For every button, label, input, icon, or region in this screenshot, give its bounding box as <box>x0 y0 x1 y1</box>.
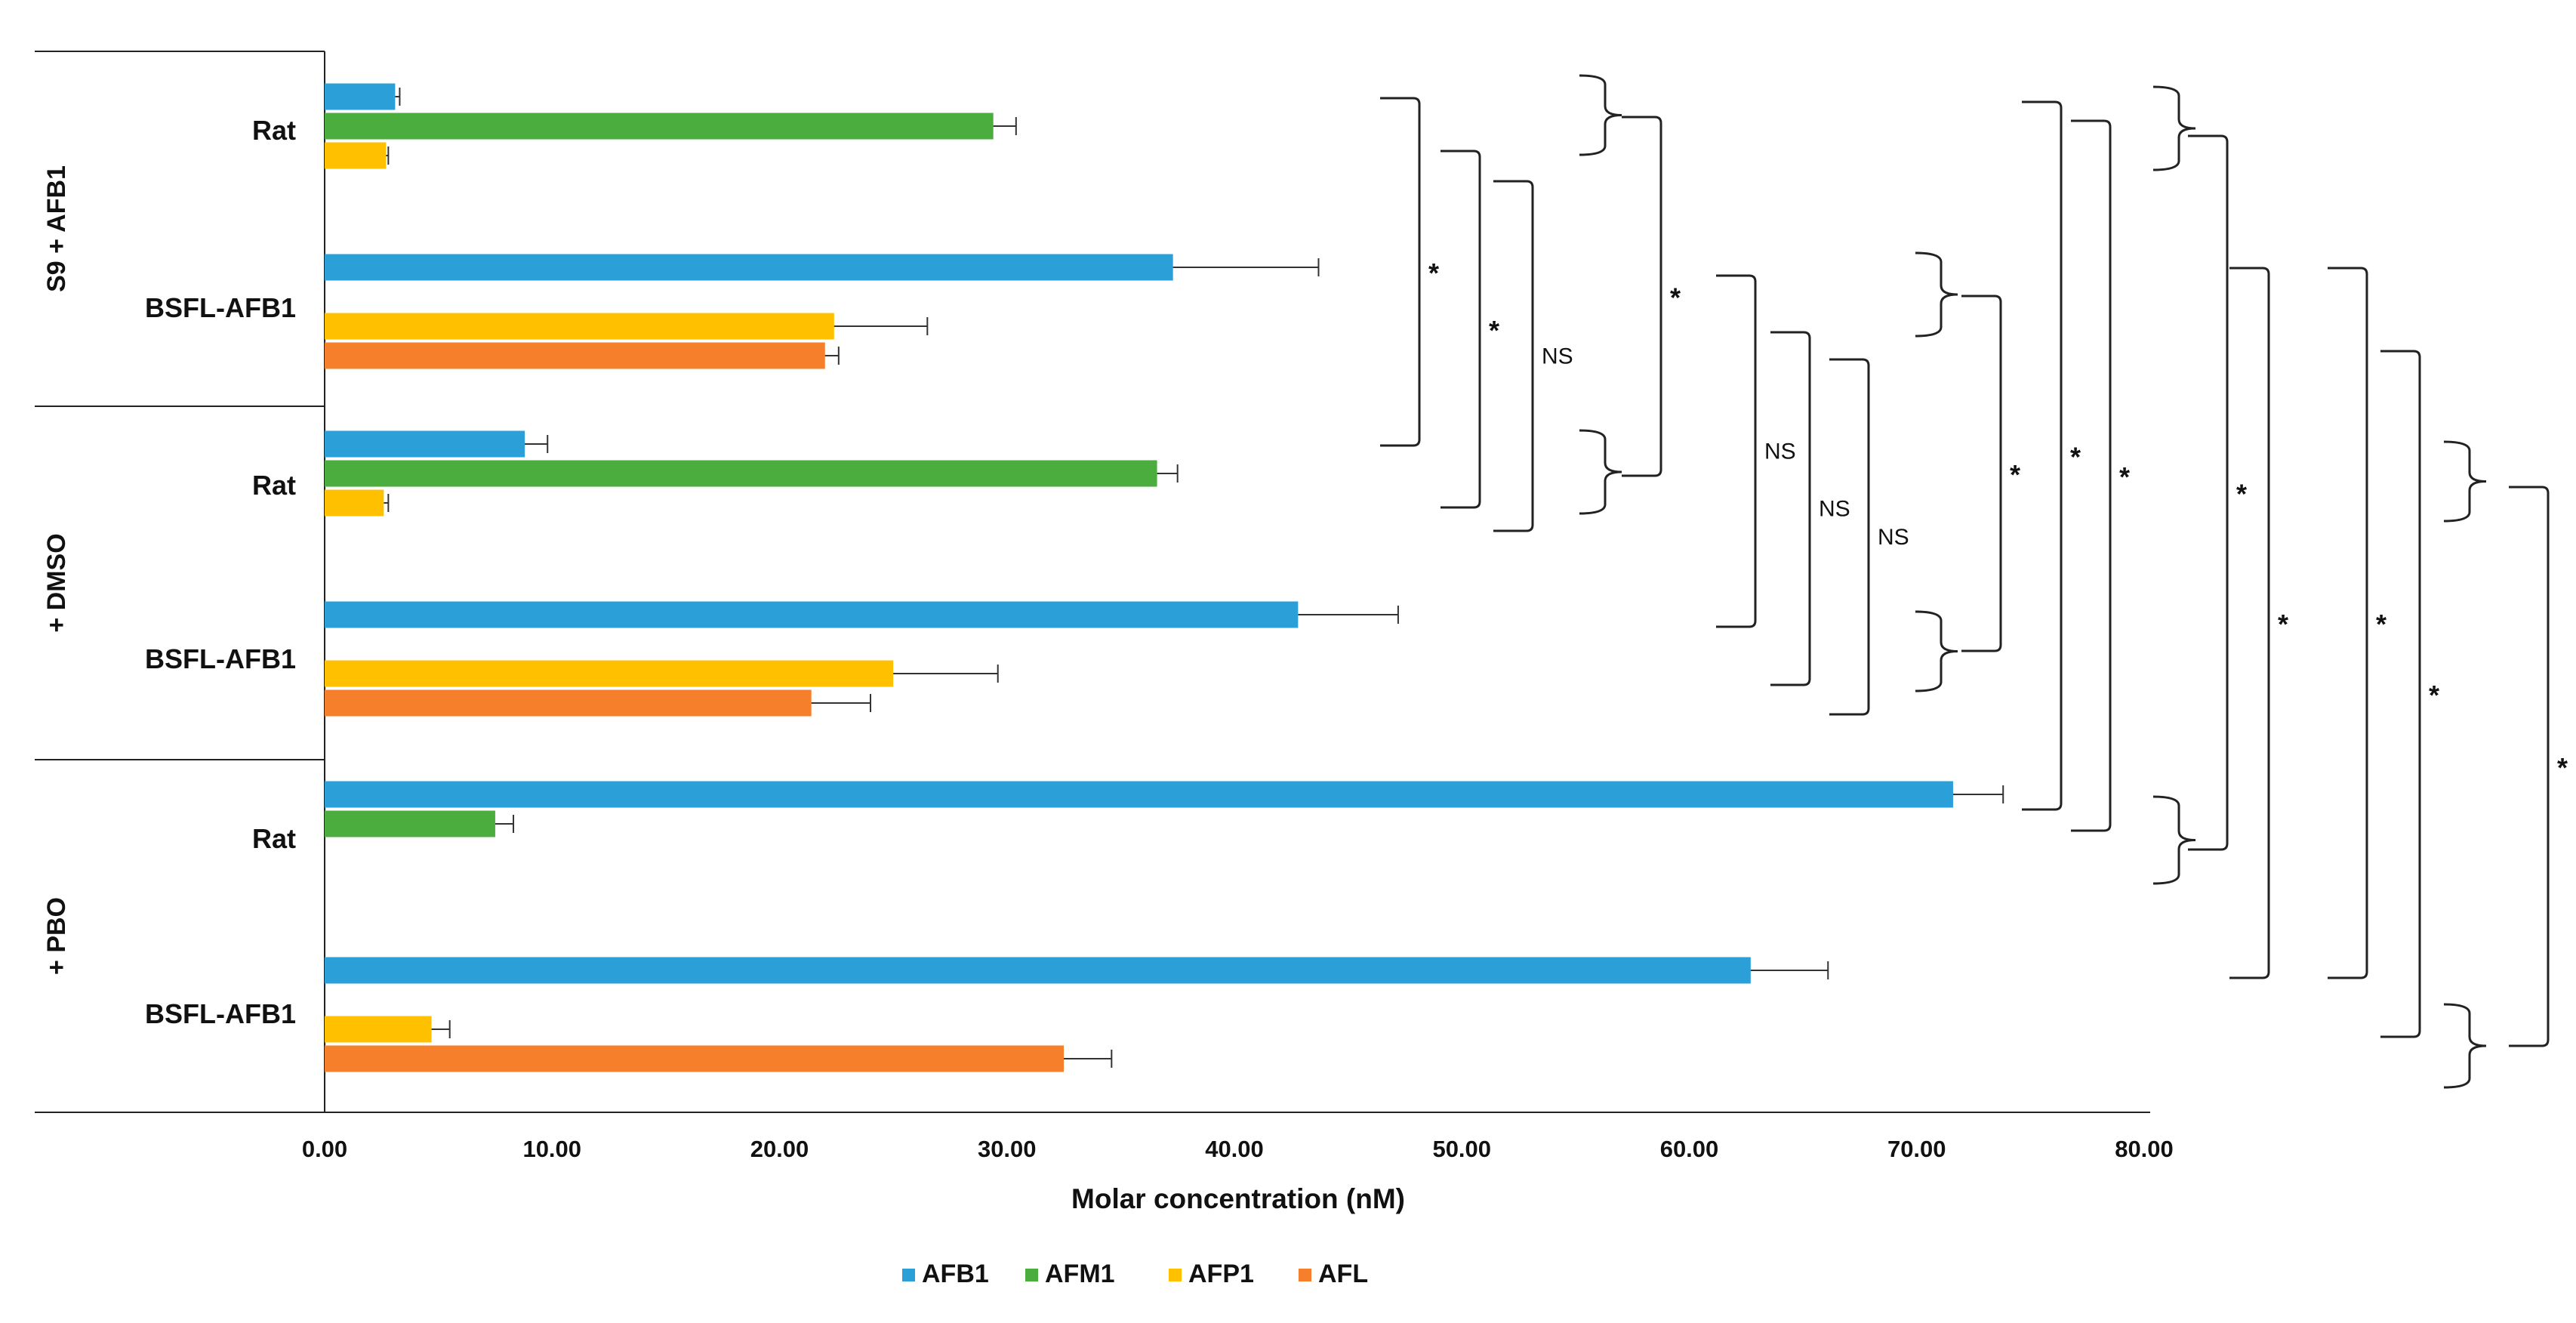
bar <box>325 313 834 340</box>
bar <box>325 489 384 517</box>
legend: AFB1 AFM1 AFP1 AFL <box>902 1260 1368 1288</box>
bar <box>325 660 894 687</box>
group-label: + PBO <box>42 897 71 975</box>
bar <box>325 781 1953 808</box>
curly-bracket <box>1579 74 1622 156</box>
significance-bracket <box>2022 100 2063 811</box>
curly-bracket <box>2443 1003 2487 1089</box>
significance-bracket <box>2071 119 2112 832</box>
significance-bracket <box>2509 486 2550 1047</box>
legend-swatch <box>1169 1269 1182 1281</box>
bar <box>325 342 825 369</box>
significance-label: * <box>2429 680 2439 711</box>
significance-label: * <box>2376 609 2386 640</box>
significance-label: NS <box>1819 497 1850 522</box>
bar <box>325 430 525 458</box>
significance-bracket <box>1770 331 1811 686</box>
significance-label: NS <box>1542 344 1573 369</box>
x-tick-label: 30.00 <box>978 1136 1037 1162</box>
significance-bracket <box>1829 358 1870 716</box>
significance-bracket <box>1380 97 1421 447</box>
group-panel: S9 + AFB1 Rat BSFL-AFB1 + DMSO Rat BSFL-AFB1 +… <box>35 51 2150 1113</box>
bar <box>325 460 1157 487</box>
curly-bracket <box>1915 251 1958 338</box>
significance-bracket <box>2188 134 2229 851</box>
curly-bracket <box>1915 610 1958 692</box>
x-axis: 0.00 10.00 20.00 30.00 40.00 50.00 60.00 70.00 8… <box>302 1136 2174 1162</box>
bar <box>325 254 1173 281</box>
bar <box>325 113 994 140</box>
significance-label: * <box>2119 461 2130 492</box>
x-tick-label: 80.00 <box>2115 1136 2174 1162</box>
significance-bracket <box>2380 350 2421 1038</box>
significance-label: * <box>1489 315 1499 346</box>
x-axis-title: Molar concentration (nM) <box>1071 1183 1405 1214</box>
legend-label: AFM1 <box>1045 1260 1115 1288</box>
bar <box>325 810 495 837</box>
significance-bracket <box>1716 274 1757 628</box>
legend-label: AFP1 <box>1188 1260 1254 1288</box>
group-label: S9 + AFB1 <box>42 165 71 292</box>
significance-bracket <box>2328 267 2368 979</box>
x-tick-label: 60.00 <box>1660 1136 1719 1162</box>
x-tick-label: 70.00 <box>1887 1136 1946 1162</box>
significance-bracket <box>1493 180 1534 532</box>
curly-bracket <box>1579 429 1622 515</box>
legend-swatch <box>902 1269 915 1281</box>
significance-label: * <box>1428 258 1439 288</box>
significance-label: * <box>2070 442 2081 473</box>
significance-label: NS <box>1764 439 1796 464</box>
x-tick-label: 50.00 <box>1432 1136 1491 1162</box>
curly-bracket <box>2152 85 2196 171</box>
legend-label: AFL <box>1318 1260 1368 1288</box>
legend-swatch <box>1299 1269 1311 1281</box>
x-tick-label: 0.00 <box>302 1136 347 1162</box>
curly-bracket <box>2152 795 2196 885</box>
significance-label: * <box>2236 479 2247 510</box>
bar-layer <box>325 83 2004 1072</box>
category-label: BSFL-AFB1 <box>145 643 296 674</box>
significance-label: * <box>2557 752 2568 783</box>
bar <box>325 689 812 717</box>
category-label: BSFL-AFB1 <box>145 292 296 323</box>
significance-label: * <box>2010 459 2020 490</box>
significance-label: * <box>1670 282 1681 313</box>
significance-brackets: * * NS * NS NS NS * * * * * * * * <box>1380 74 2568 1089</box>
significance-label: * <box>2278 609 2288 640</box>
bar <box>325 1045 1065 1072</box>
category-label: BSFL-AFB1 <box>145 998 296 1029</box>
significance-bracket <box>2229 267 2270 979</box>
category-label: Rat <box>252 823 296 854</box>
bar <box>325 83 396 110</box>
bar <box>325 957 1751 984</box>
legend-label: AFB1 <box>922 1260 989 1288</box>
legend-swatch <box>1025 1269 1038 1281</box>
bar <box>325 142 387 169</box>
significance-bracket <box>1961 295 2002 652</box>
bar <box>325 601 1299 628</box>
category-label: Rat <box>252 115 296 146</box>
bar <box>325 1016 432 1043</box>
category-label: Rat <box>252 470 296 501</box>
curly-bracket <box>2443 440 2487 523</box>
x-tick-label: 40.00 <box>1205 1136 1264 1162</box>
x-tick-label: 10.00 <box>522 1136 581 1162</box>
significance-label: NS <box>1878 525 1909 550</box>
significance-bracket <box>1441 150 1481 509</box>
significance-bracket <box>1622 116 1662 477</box>
group-label: + DMSO <box>42 533 71 632</box>
x-tick-label: 20.00 <box>750 1136 809 1162</box>
